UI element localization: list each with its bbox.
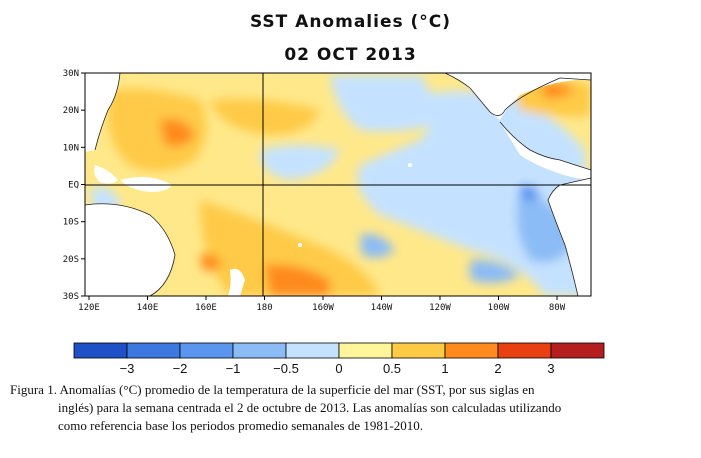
colorbar-tick-label: 0 <box>335 361 342 376</box>
caption-line-2: inglés) para la semana centrada el 2 de … <box>58 400 562 415</box>
lon-label: 180 <box>256 303 272 313</box>
lat-label: 30N <box>63 69 79 79</box>
lon-label: 120W <box>429 303 451 313</box>
colorbar-tick-label: −0.5 <box>273 361 299 376</box>
colorbar-tick-label: −3 <box>120 361 135 376</box>
longitude-labels: 120E 140E 160E 180 160W 140W 120W 100W 80W <box>78 296 566 313</box>
caption-line-3: como referencia base los periodos promed… <box>58 418 423 433</box>
colorbar-swatch <box>126 342 181 359</box>
colorbar-tick-label: 0.5 <box>383 361 401 376</box>
lon-label: 160E <box>195 303 217 313</box>
map-area <box>85 73 591 296</box>
latitude-labels: 30N 20N 10N EQ 10S 20S 30S <box>63 69 85 302</box>
coastlines <box>85 73 591 296</box>
lon-label: 140E <box>137 303 159 313</box>
lon-label: 100W <box>488 303 510 313</box>
lat-label: 10N <box>63 143 79 153</box>
lon-label: 80W <box>549 303 566 313</box>
map-title: SST Anomalies (°C) <box>249 12 452 32</box>
colorbar-tick-label: 1 <box>441 361 448 376</box>
lat-label: 20N <box>63 106 79 116</box>
colorbar-swatch <box>550 342 605 359</box>
colorbar-swatch <box>232 342 287 359</box>
colorbar-swatch <box>338 342 393 359</box>
colorbar-tick-labels: −3 −2 −1 −0.5 0 0.5 1 2 3 <box>120 361 555 376</box>
lat-label: 20S <box>63 255 79 265</box>
lat-label: EQ <box>68 181 79 191</box>
caption-line-1: Figura 1. Anomalías (°C) promedio de la … <box>10 382 535 397</box>
map-date: 02 OCT 2013 <box>284 45 417 65</box>
lon-label: 160W <box>312 303 334 313</box>
colorbar-tick-label: −1 <box>226 361 241 376</box>
colorbar-swatch <box>285 342 340 359</box>
lat-label: 30S <box>63 292 79 302</box>
colorbar-tick-label: −2 <box>173 361 188 376</box>
lat-label: 10S <box>63 218 79 228</box>
colorbar-swatch <box>497 342 552 359</box>
figure-caption: Figura 1. Anomalías (°C) promedio de la … <box>10 381 692 435</box>
land <box>85 73 591 296</box>
colorbar-tick-label: 2 <box>494 361 501 376</box>
colorbar-swatch <box>444 342 499 359</box>
colorbar-swatch <box>179 342 234 359</box>
lon-label: 120E <box>78 303 100 313</box>
colorbar-swatch <box>391 342 446 359</box>
colorbar <box>73 342 605 359</box>
colorbar-swatch <box>73 342 128 359</box>
colorbar-tick-label: 3 <box>547 361 554 376</box>
lon-label: 140W <box>371 303 393 313</box>
